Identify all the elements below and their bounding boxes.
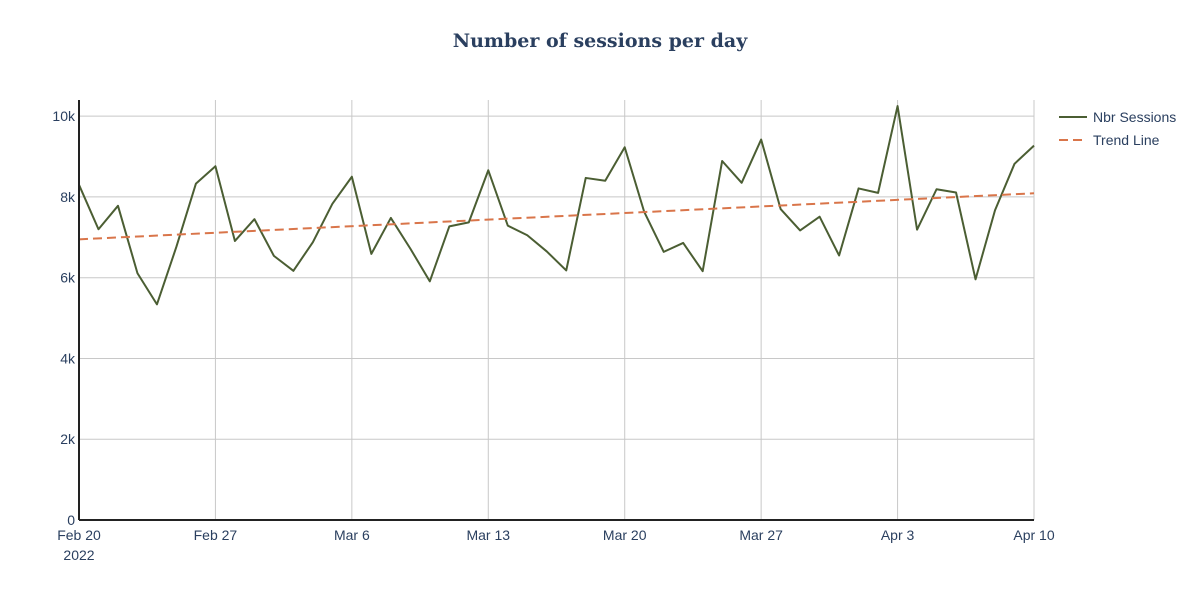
grid-layer <box>79 100 1035 520</box>
series-layer <box>78 105 1035 306</box>
legend-label: Nbr Sessions <box>1093 109 1176 125</box>
y-tick-label: 10k <box>52 108 76 124</box>
legend[interactable]: Nbr Sessions Trend Line <box>1059 109 1176 148</box>
y-tick-label: 0 <box>67 512 75 528</box>
x-tick-label: Feb 20 <box>57 527 101 543</box>
x-tick-label: Mar 20 <box>603 527 647 543</box>
x-tick-label: Apr 10 <box>1013 527 1054 543</box>
y-tick-label: 8k <box>60 189 76 205</box>
x-tick-year-label: 2022 <box>63 547 94 563</box>
x-tick-label: Mar 27 <box>739 527 783 543</box>
x-tick-label: Apr 3 <box>881 527 915 543</box>
legend-item-0[interactable]: Nbr Sessions <box>1059 109 1176 125</box>
y-tick-label: 6k <box>60 270 76 286</box>
x-tick-label: Mar 13 <box>466 527 510 543</box>
x-tick-label: Feb 27 <box>194 527 238 543</box>
chart-title: Number of sessions per day <box>452 30 748 52</box>
series-line-1[interactable] <box>78 192 1035 241</box>
series-line-0[interactable] <box>78 105 1035 306</box>
y-tick-label: 4k <box>60 350 76 366</box>
legend-label: Trend Line <box>1093 132 1160 148</box>
y-tick-label: 2k <box>60 431 76 447</box>
legend-item-1[interactable]: Trend Line <box>1059 132 1160 148</box>
x-tick-label: Mar 6 <box>334 527 370 543</box>
axis-layer: 0 2k 4k 6k 8k 10k Feb 20 2022 Feb 27 Mar 6 Mar 13 M… <box>52 100 1055 563</box>
